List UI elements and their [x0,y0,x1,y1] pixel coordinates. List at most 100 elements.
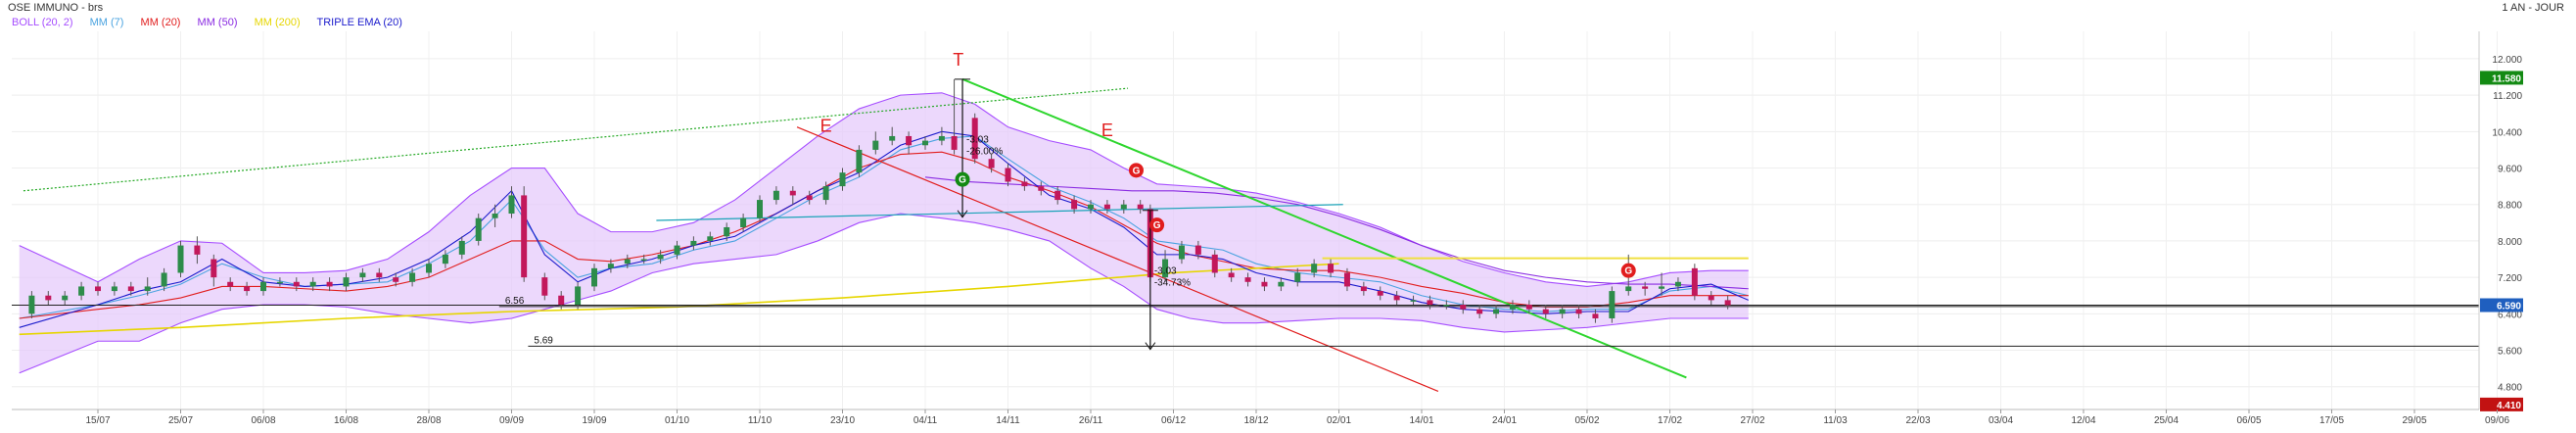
candle-body [309,281,316,287]
measure-arrowhead [1145,342,1156,351]
candle-body [95,286,101,292]
x-tick-label: 19/09 [582,415,606,426]
timeframe-label[interactable]: 1 AN - JOUR [2502,2,2564,14]
candle-body [1162,259,1169,278]
candle-body [607,264,614,268]
x-tick-label: 16/08 [334,415,358,426]
candle-body [1311,264,1318,273]
candle-body [144,286,151,292]
y-tick-label: 7.200 [2498,273,2522,284]
x-tick-label: 09/06 [2485,415,2509,426]
level-label: 5.69 [534,335,553,346]
candle-body [1724,300,1731,306]
legend-mm200[interactable]: MM (200) [254,17,301,28]
x-tick-label: 12/04 [2071,415,2095,426]
level-label: 6.56 [505,296,525,307]
pattern-letter: T [953,50,963,70]
candle-body [806,195,813,201]
candle-body [988,159,995,168]
candle-body [822,186,829,201]
candle-body [293,281,300,287]
x-tick-label: 01/10 [665,415,689,426]
y-tick-label: 5.600 [2498,347,2522,358]
y-tick-label: 8.000 [2498,237,2522,248]
candle-body [951,135,958,150]
legend-mm50[interactable]: MM (50) [197,17,238,28]
x-tick-label: 14/11 [996,415,1020,426]
candle-body [1427,300,1433,306]
candle-body [1021,181,1028,187]
y-tick-label: 4.800 [2498,383,2522,394]
legend-boll[interactable]: BOLL (20, 2) [12,17,73,28]
x-tick-label: 17/05 [2319,415,2344,426]
candle-body [1525,305,1532,310]
candle-body [1038,186,1045,191]
indicator-legend: BOLL (20, 2) MM (7) MM (20) MM (50) MM (… [12,17,416,28]
candle-body [773,190,779,201]
legend-mm20[interactable]: MM (20) [140,17,181,28]
candle-body [521,195,528,278]
candle-body [177,245,184,273]
indicator-lines [19,92,1749,374]
candle-body [359,272,366,278]
candle-body [1054,190,1061,201]
candle-body [1460,305,1467,310]
candle-body [591,267,597,287]
candle-body [1071,200,1078,210]
y-tick-label: 8.800 [2498,201,2522,212]
x-tick-label: 28/08 [416,415,441,426]
signal-badge-label: G [1153,220,1161,231]
candle-body [1674,281,1681,287]
series-mm-200- [19,263,1339,336]
pattern-letter: E [1101,120,1113,140]
x-tick-label: 15/07 [85,415,110,426]
x-tick-label: 06/12 [1161,415,1186,426]
candle-body [1575,309,1582,314]
candle-body [624,259,631,265]
candle-body [1609,291,1616,318]
y-axis: 12.000 11.200 10.400 9.600 8.800 8.000 7.200 6.… [2478,31,2523,411]
candle-body [558,295,565,306]
candle-body [244,286,251,292]
legend-triple-ema[interactable]: TRIPLE EMA (20) [316,17,402,28]
measure-percent-label: -34.73% [1154,278,1191,289]
candle-body [1261,281,1268,287]
signal-badge-label: G [1624,266,1632,277]
candle-body [1659,286,1665,289]
candle-body [508,195,515,215]
price-tag-label: 11.580 [2492,73,2521,84]
x-tick-label: 18/12 [1243,415,1268,426]
signal-badge [1128,163,1144,178]
trendline-uptrend-dotted [23,87,1129,192]
legend-mm7[interactable]: MM (7) [89,17,124,28]
candle-body [1088,204,1094,210]
trendline-green-downtrend [961,77,1687,379]
series-triple-ema-20- [19,130,1749,328]
x-tick-label: 03/04 [1989,415,2013,426]
signal-badge-label: G [959,175,966,186]
y-tick-label: 12.000 [2492,55,2522,66]
candle-body [906,135,913,146]
candle-body [227,281,234,287]
price-tag [2480,397,2523,411]
candle-body [1509,305,1516,310]
candle-body [1542,309,1549,314]
candle-body [1137,204,1144,210]
candle-body [1120,204,1127,210]
candle-body [1178,245,1185,260]
candle-body [575,286,582,306]
x-tick-label: 23/10 [830,415,855,426]
x-tick-label: 17/02 [1658,415,1682,426]
candle-body [127,286,134,292]
price-tag [2480,298,2523,313]
x-tick-label: 29/05 [2402,415,2426,426]
x-tick-label: 04/11 [913,415,938,426]
bollinger-band-area [19,92,1749,373]
measure-arrowhead [957,210,968,218]
candle-body [1493,309,1500,314]
candle-body [872,140,879,150]
price-tag [2480,71,2523,85]
candle-body [1443,305,1450,307]
